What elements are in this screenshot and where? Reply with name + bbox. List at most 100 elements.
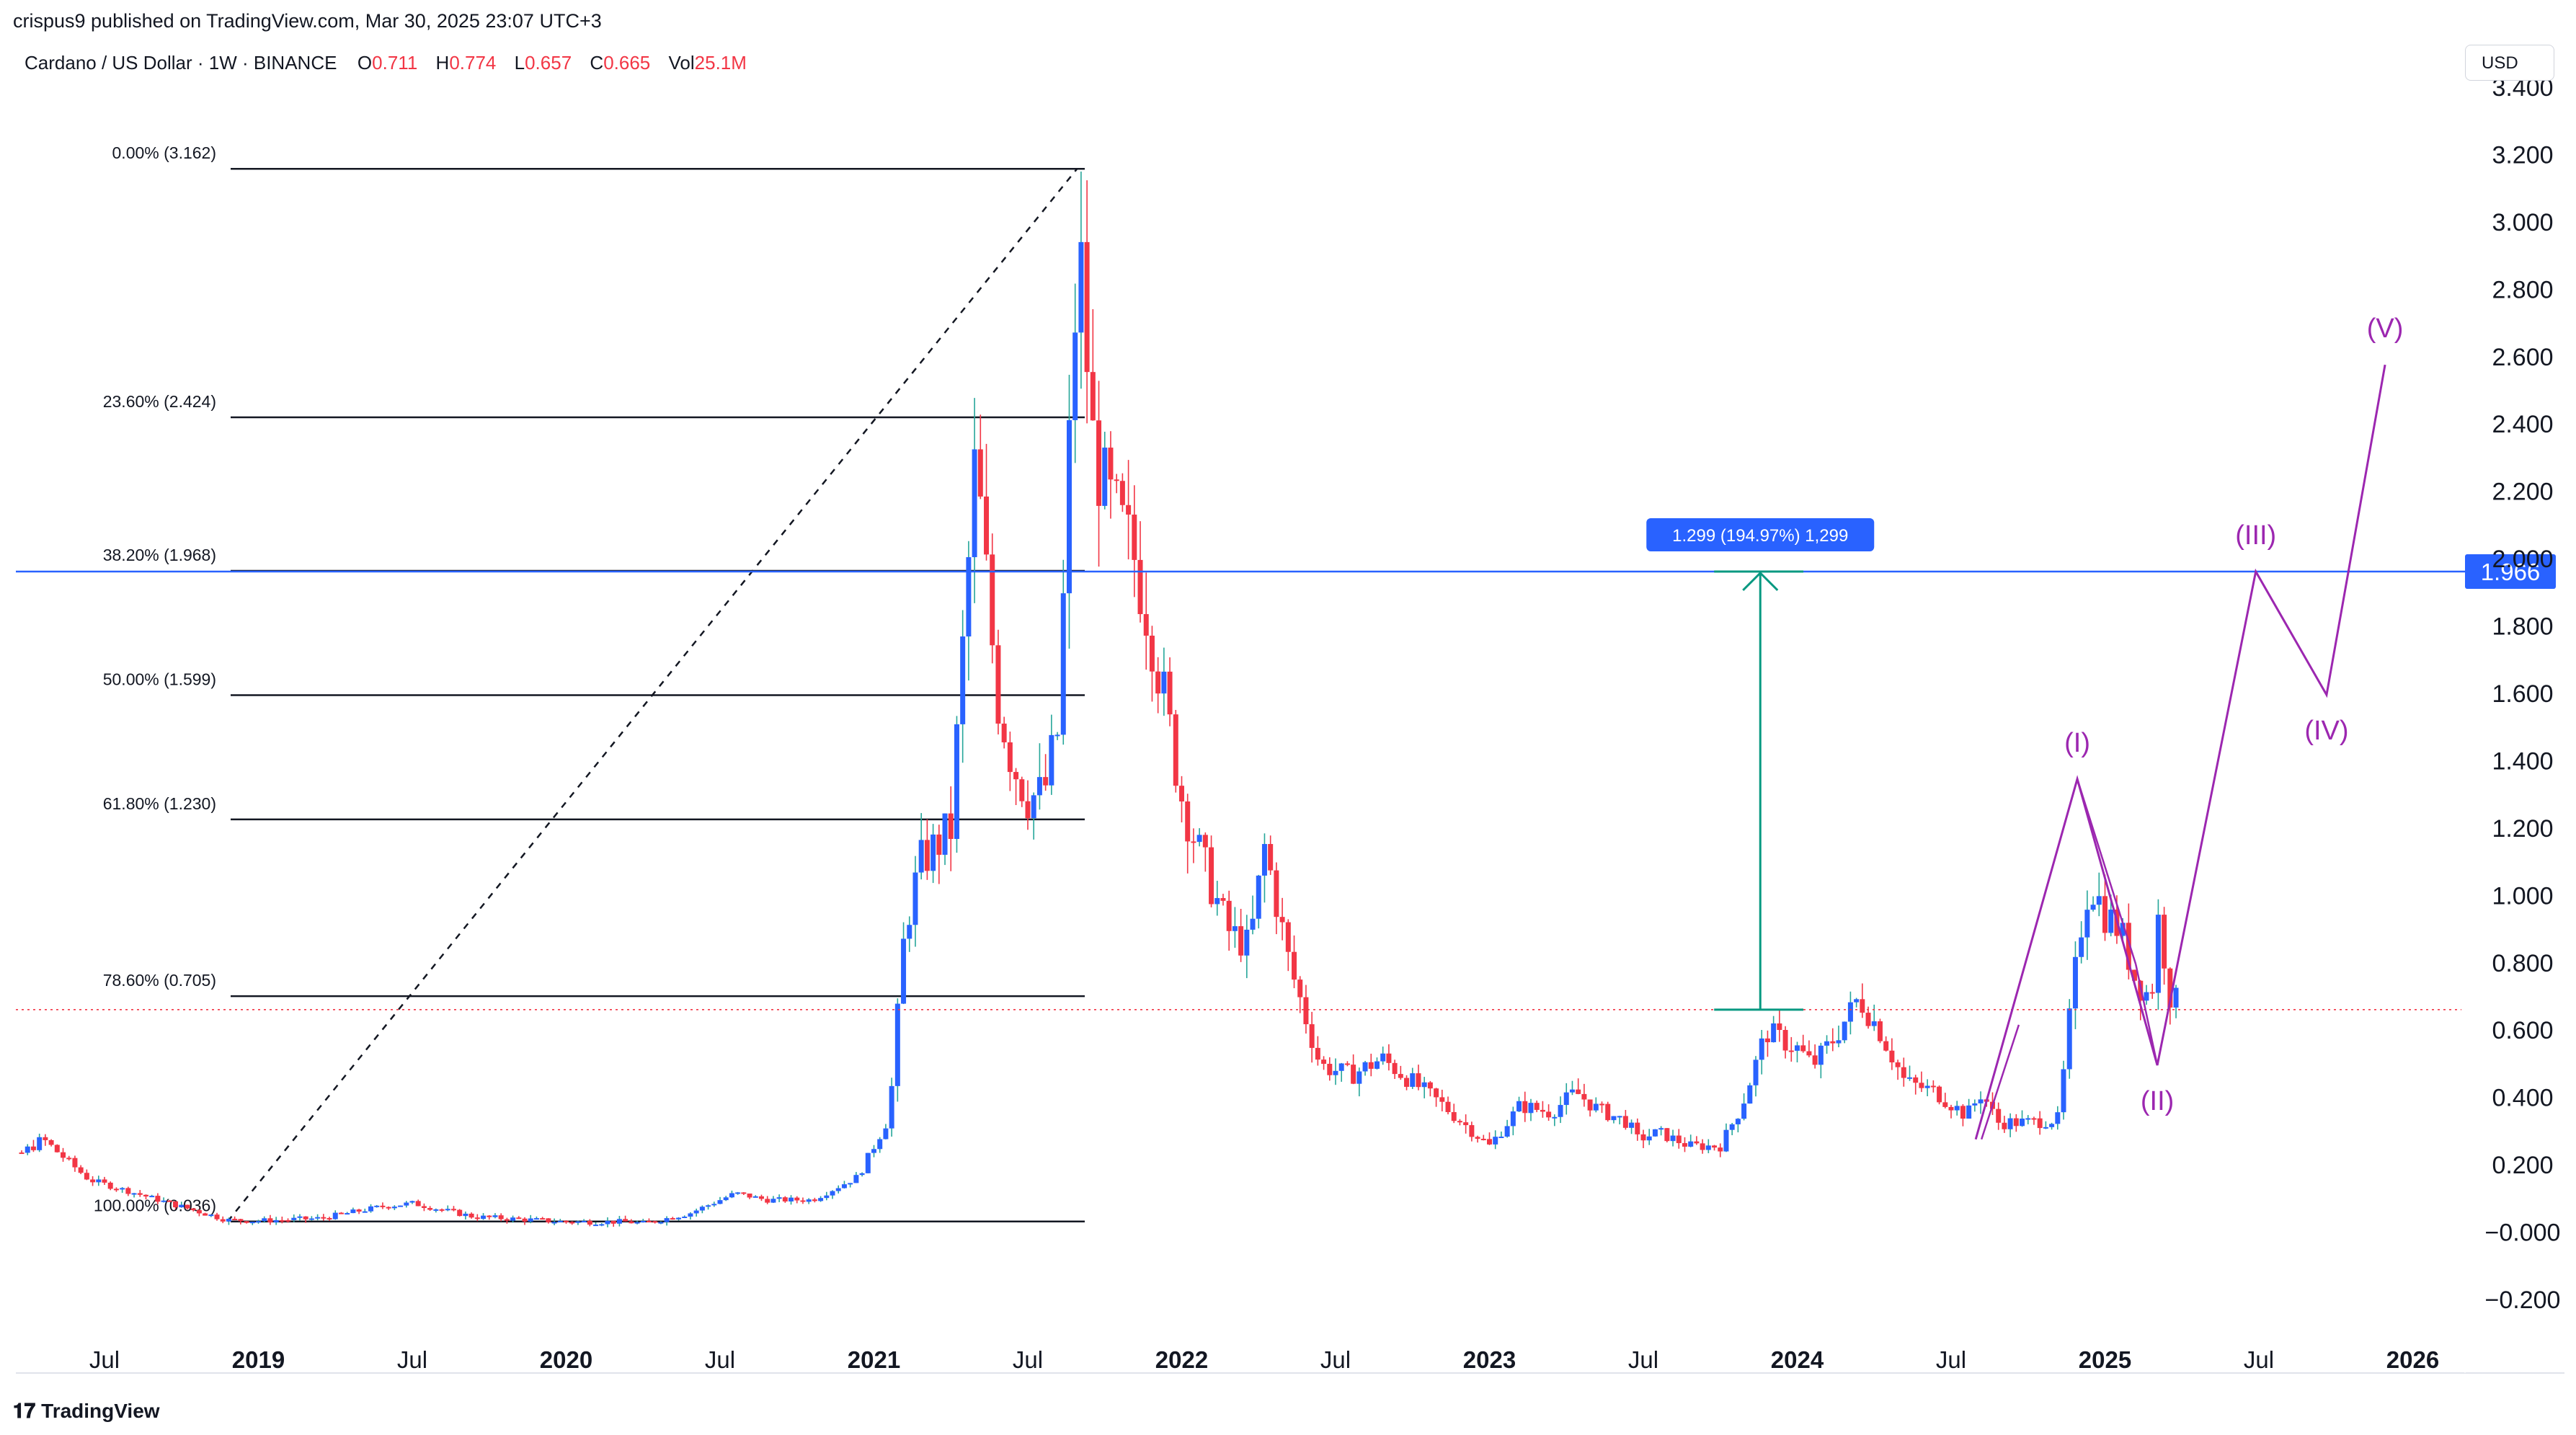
candle-body	[1374, 1061, 1380, 1069]
elliott-wave-path[interactable]	[1974, 364, 2386, 1140]
candle-body	[398, 1205, 404, 1207]
currency-selector[interactable]: USD	[2465, 45, 2554, 81]
candle-body	[693, 1210, 699, 1214]
elliott-wave-label: (V)	[2367, 314, 2404, 344]
y-tick-label: 0.800	[2492, 950, 2553, 977]
candle-body	[1185, 801, 1191, 842]
candle-body	[1209, 847, 1214, 905]
candle-body	[149, 1196, 155, 1198]
candle-body	[185, 1204, 190, 1209]
candle-body	[634, 1222, 640, 1224]
candle-body	[569, 1222, 575, 1224]
candle-body	[1528, 1103, 1534, 1114]
candle-body	[273, 1219, 279, 1223]
candle-body	[1942, 1102, 1948, 1107]
candle-body	[368, 1206, 374, 1212]
candle-body	[789, 1197, 794, 1201]
y-tick-label: 1.200	[2492, 815, 2553, 843]
candle-body	[616, 1219, 622, 1224]
candle-body	[912, 872, 918, 925]
candle-body	[564, 1220, 569, 1222]
candle-body	[1137, 559, 1143, 615]
candle-body	[48, 1139, 54, 1145]
candle-body	[516, 1217, 522, 1219]
candle-body	[948, 813, 954, 839]
candle-body	[871, 1149, 876, 1153]
fib-level-label: 61.80% (1.230)	[103, 794, 216, 813]
candle-body	[581, 1220, 587, 1222]
candle-body	[1652, 1129, 1658, 1137]
candle-body	[303, 1216, 308, 1219]
candle-body	[2144, 992, 2149, 1001]
x-tick-label: Jul	[1936, 1346, 1966, 1373]
candle-body	[1232, 926, 1238, 931]
candle-body	[356, 1209, 362, 1212]
y-tick-label: 1.400	[2492, 747, 2553, 775]
candle-body	[1025, 801, 1031, 819]
candle-body	[1463, 1122, 1469, 1126]
candle-body	[1676, 1135, 1682, 1144]
candle-body	[1380, 1053, 1386, 1062]
fib-level-label: 78.60% (0.705)	[103, 971, 216, 990]
candle-body	[1830, 1041, 1836, 1044]
candle-body	[859, 1173, 865, 1176]
candle-body	[96, 1179, 102, 1183]
candle-body	[166, 1200, 172, 1202]
candle-body	[664, 1218, 670, 1222]
candle-body	[960, 636, 966, 724]
candle-body	[853, 1175, 859, 1183]
x-tick-label: Jul	[1013, 1346, 1043, 1373]
x-tick-label: 2019	[232, 1346, 285, 1373]
x-tick-label: Jul	[2244, 1346, 2274, 1373]
x-tick-label: 2025	[2079, 1346, 2131, 1373]
candle-body	[504, 1219, 510, 1221]
candle-body	[1250, 918, 1256, 930]
candle-body	[1404, 1078, 1410, 1087]
candle-body	[2090, 905, 2096, 910]
fib-level-label: 23.60% (2.424)	[103, 392, 216, 411]
candle-body	[155, 1196, 161, 1202]
candle-body	[954, 724, 959, 839]
candle-body	[2079, 937, 2084, 957]
candle-body	[279, 1219, 285, 1222]
publisher-line: crispus9 published on TradingView.com, M…	[13, 10, 602, 32]
candle-body	[2043, 1127, 2048, 1129]
candle-body	[575, 1221, 581, 1223]
candle-body	[1155, 671, 1161, 694]
y-tick-label: 2.600	[2492, 344, 2553, 371]
candle-body	[1013, 772, 1019, 780]
candle-body	[1315, 1047, 1320, 1060]
candle-body	[1036, 777, 1042, 796]
candle-body	[1907, 1077, 1913, 1079]
candle-body	[1516, 1101, 1522, 1112]
candle-body	[120, 1188, 125, 1190]
candle-body	[658, 1222, 664, 1224]
y-tick-label: 3.000	[2492, 209, 2553, 236]
candle-body	[1895, 1062, 1901, 1067]
candle-body	[2173, 987, 2179, 1008]
candle-body	[321, 1217, 327, 1219]
candle-body	[557, 1220, 563, 1222]
y-tick-label: 0.600	[2492, 1017, 2553, 1044]
candle-body	[747, 1193, 752, 1198]
candle-body	[1410, 1073, 1416, 1087]
candle-body	[818, 1198, 824, 1201]
fib-trend-line[interactable]	[226, 168, 1078, 1222]
candle-body	[1001, 723, 1007, 742]
candle-body	[1718, 1147, 1723, 1152]
tradingview-logo[interactable]: 𝟏𝟕 TradingView	[13, 1400, 160, 1423]
candle-body	[1356, 1071, 1362, 1084]
candle-body	[528, 1218, 533, 1222]
x-tick-label: 2022	[1155, 1346, 1208, 1373]
candle-body	[463, 1213, 468, 1217]
candle-body	[1019, 779, 1025, 801]
candle-body	[1434, 1088, 1439, 1098]
elliott-wave-label: (II)	[2141, 1086, 2174, 1116]
candle-body	[546, 1218, 551, 1222]
candle-body	[1261, 844, 1267, 876]
candle-body	[1119, 481, 1125, 505]
y-tick-label: −0.000	[2485, 1219, 2561, 1247]
candle-body	[610, 1220, 616, 1224]
